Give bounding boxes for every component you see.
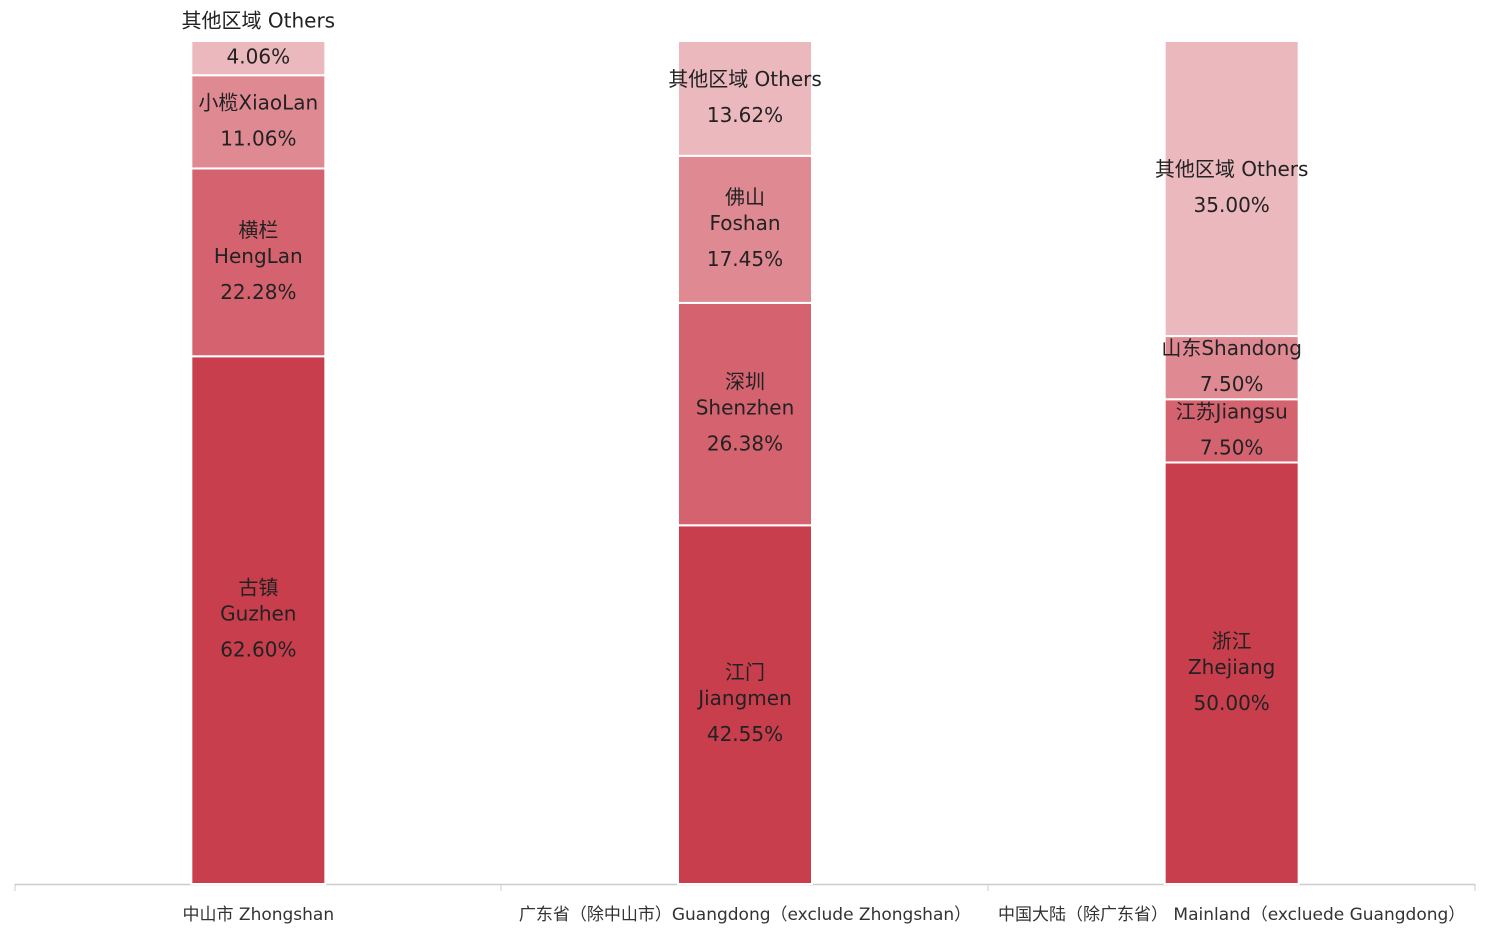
segment-label: 佛山 [725, 185, 765, 209]
segment-value-label: 4.06% [227, 45, 291, 69]
x-tick-label: 中山市 Zhongshan [183, 905, 335, 925]
bar-segment [1163, 398, 1300, 464]
segment-label: Guzhen [220, 602, 296, 626]
bar-segment [190, 355, 327, 886]
segment-value-label: 50.00% [1194, 691, 1270, 715]
segment-label: 山东Shandong [1161, 336, 1302, 360]
segment-label: Jiangmen [696, 686, 792, 710]
x-tick-label: 中国大陆（除广东省） Mainland（excluede Guangdong） [998, 905, 1465, 925]
segment-value-label: 22.28% [220, 280, 296, 304]
segment-label: 其他区域 Others [1155, 157, 1309, 181]
segment-label: 其他区域 Others [182, 9, 336, 33]
bar-segment [190, 74, 327, 170]
segment-label: 小榄XiaoLan [198, 90, 318, 114]
bar-segment [1163, 335, 1300, 401]
segment-label: Foshan [709, 211, 780, 235]
bar-segment [1163, 461, 1300, 885]
segment-value-label: 7.50% [1200, 435, 1264, 459]
segment-value-label: 13.62% [707, 103, 783, 127]
segment-value-label: 26.38% [707, 432, 783, 456]
segment-value-label: 7.50% [1200, 372, 1264, 396]
segment-label: 江门 [725, 660, 765, 684]
segment-label: 江苏Jiangsu [1176, 399, 1288, 423]
segment-value-label: 62.60% [220, 638, 296, 662]
bar-segment [677, 40, 813, 157]
segment-value-label: 42.55% [707, 722, 783, 746]
bar-segment [190, 167, 327, 358]
segment-value-label: 35.00% [1194, 193, 1270, 217]
x-tick-label: 广东省（除中山市）Guangdong（exclude Zhongshan） [519, 905, 971, 925]
segment-label: 古镇 [238, 576, 278, 600]
segment-label: 横栏 [238, 218, 278, 242]
bar-segment [190, 40, 327, 77]
bar-segment [1163, 40, 1300, 338]
segment-label: 浙江 [1212, 629, 1252, 653]
segment-label: 深圳 [725, 370, 765, 394]
segment-label: Zhejiang [1188, 655, 1275, 679]
segment-value-label: 11.06% [220, 126, 296, 150]
segment-label: HengLan [214, 244, 303, 268]
segment-label: 其他区域 Others [668, 67, 822, 91]
segment-label: Shenzhen [696, 396, 795, 420]
segment-value-label: 17.45% [707, 247, 783, 271]
